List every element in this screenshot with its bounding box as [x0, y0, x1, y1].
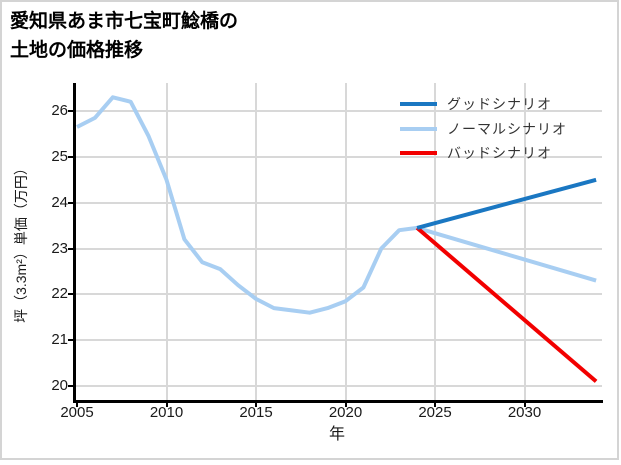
y-tick-label-21: 21 — [51, 331, 68, 349]
gridline-x-2020 — [344, 83, 347, 400]
legend-label-normal-scenario: ノーマルシナリオ — [447, 120, 567, 137]
y-tick-label-22: 22 — [51, 285, 68, 303]
legend-item-good-scenario: グッドシナリオ — [400, 92, 567, 117]
y-tickmark-26 — [68, 110, 75, 112]
chart-title: 愛知県あま市七宝町鯰橋の 土地の価格推移 — [10, 7, 238, 65]
x-axis-spine — [73, 400, 603, 403]
y-tick-label-24: 24 — [51, 193, 68, 211]
legend-item-normal-scenario: ノーマルシナリオ — [400, 117, 567, 142]
chart-title-line2: 土地の価格推移 — [10, 40, 144, 61]
series-lines — [76, 95, 598, 383]
legend-item-bad-scenario: バッドシナリオ — [400, 141, 567, 166]
x-tickmark-2020 — [344, 403, 347, 407]
y-tick-label-20: 20 — [51, 377, 68, 394]
x-axis-label: 年 — [328, 426, 345, 443]
legend-line-good-scenario — [400, 102, 437, 107]
chart-title-line1: 愛知県あま市七宝町鯰橋の — [10, 11, 239, 32]
x-tick-label-2030: 2030 — [507, 404, 542, 421]
x-tick-label-2010: 2010 — [149, 404, 184, 421]
gridline-x-2030 — [523, 83, 526, 400]
x-tickmark-2015 — [255, 403, 257, 407]
legend-line-normal-scenario — [400, 126, 437, 131]
gridline-y-23 — [75, 247, 602, 250]
x-tickmark-2025 — [434, 403, 436, 407]
legend-label-bad-scenario: バッドシナリオ — [447, 145, 552, 162]
x-tick-label-2025: 2025 — [418, 404, 452, 421]
y-tick-label-25: 25 — [51, 147, 68, 165]
series-line-1 — [76, 95, 597, 315]
gridline-x-2015 — [255, 83, 257, 400]
x-tick-label-2005: 2005 — [60, 404, 94, 421]
series-line-2 — [415, 226, 598, 383]
y-tickmark-22 — [68, 293, 75, 296]
x-tick-label-2020: 2020 — [328, 404, 363, 421]
y-tickmark-23 — [68, 247, 75, 250]
y-tick-label-23: 23 — [51, 239, 68, 257]
gridline-y-21 — [75, 339, 602, 342]
gridline-x-2010 — [165, 83, 168, 400]
y-tickmark-25 — [68, 155, 75, 158]
gridline-y-26 — [75, 110, 602, 112]
y-tickmark-24 — [68, 201, 75, 204]
gridline-y-25 — [75, 155, 602, 158]
x-tickmark-2005 — [76, 403, 78, 407]
x-tickmark-2030 — [523, 403, 526, 407]
y-tickmark-21 — [68, 339, 75, 342]
legend-label-good-scenario: グッドシナリオ — [447, 96, 552, 113]
plot-area — [75, 83, 602, 400]
y-axis-spine — [73, 83, 76, 403]
gridline-y-24 — [75, 201, 602, 204]
gridline-y-20 — [75, 385, 602, 387]
gridline-y-22 — [75, 293, 602, 296]
x-tickmark-2010 — [165, 403, 168, 407]
series-line-0 — [416, 177, 597, 230]
legend-line-bad-scenario — [400, 151, 437, 156]
y-tickmark-20 — [68, 385, 75, 387]
legend: グッドシナリオ ノーマルシナリオ バッドシナリオ — [400, 92, 567, 166]
x-tick-label-2015: 2015 — [239, 404, 273, 421]
y-tick-label-26: 26 — [51, 102, 68, 119]
